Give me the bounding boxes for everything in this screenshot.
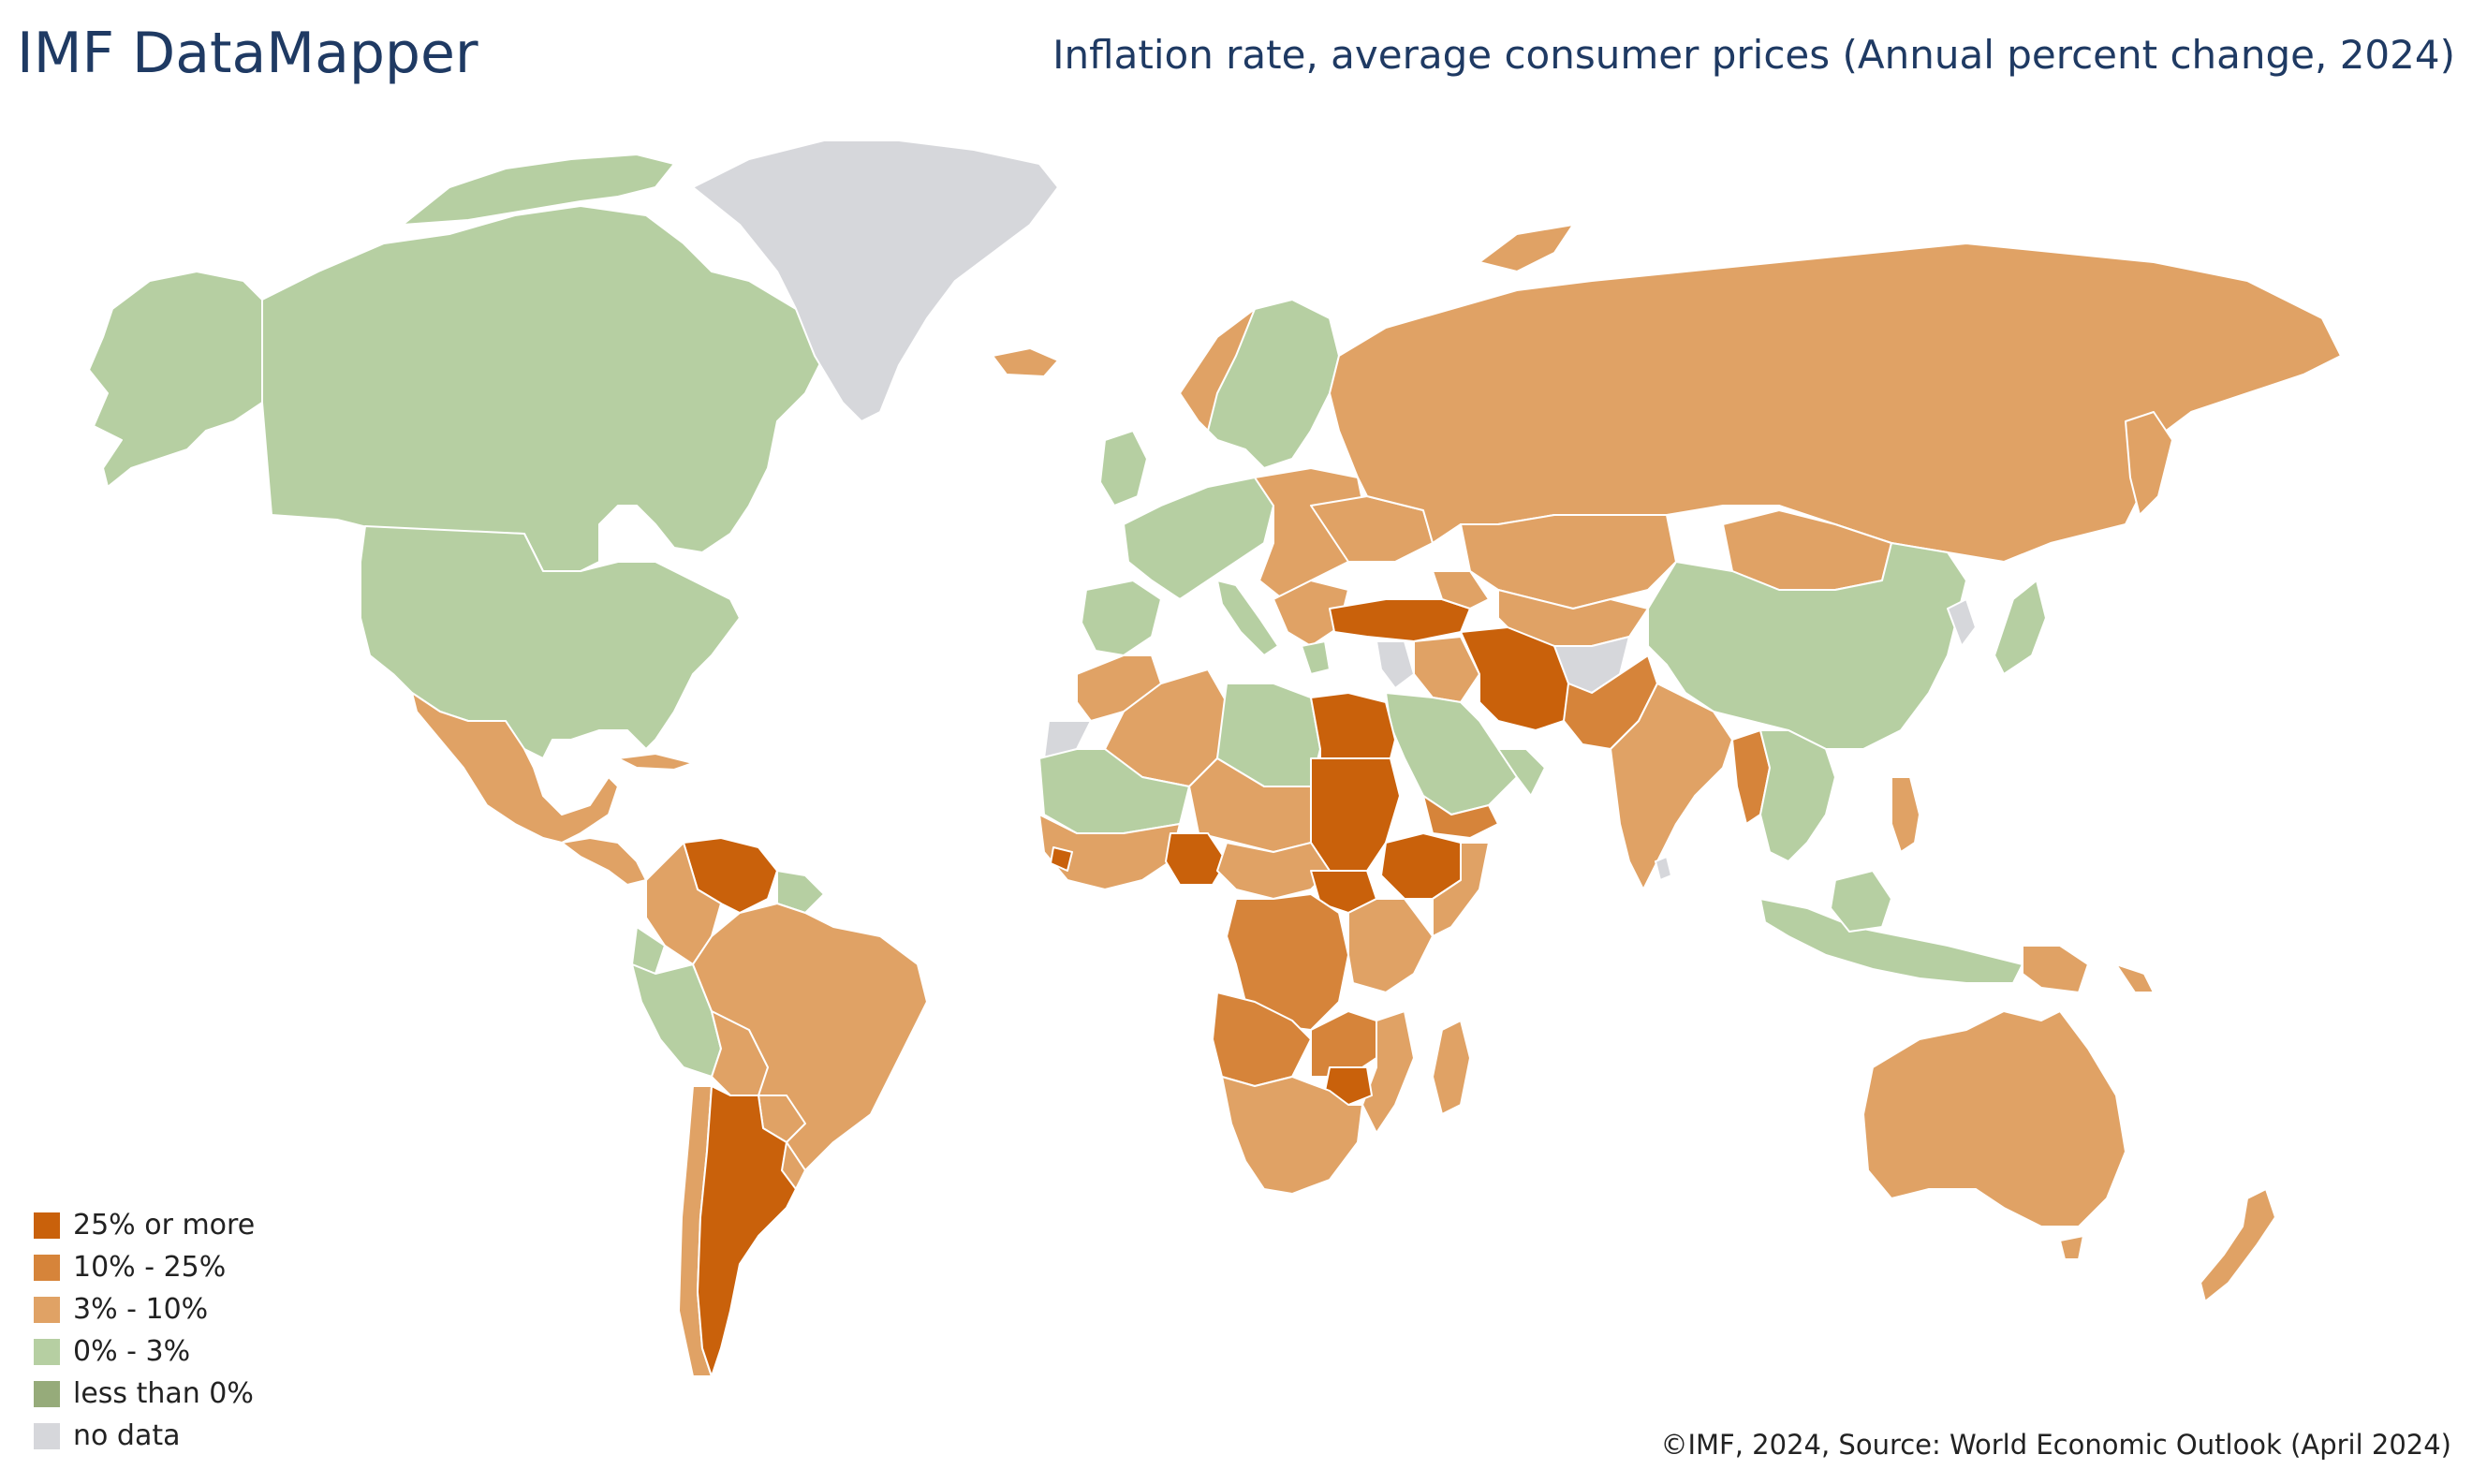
legend-swatch bbox=[34, 1338, 60, 1365]
legend-item[interactable]: 3% - 10% bbox=[34, 1288, 255, 1330]
region-kazakhstan[interactable] bbox=[1460, 514, 1677, 610]
region-canada[interactable] bbox=[261, 205, 825, 572]
region-novaya-zemlya[interactable] bbox=[1479, 224, 1574, 272]
legend-item[interactable]: less than 0% bbox=[34, 1373, 255, 1415]
region-egypt[interactable] bbox=[1310, 692, 1396, 759]
legend-item[interactable]: no data bbox=[34, 1415, 255, 1457]
legend-item[interactable]: 25% or more bbox=[34, 1204, 255, 1246]
region-greece[interactable] bbox=[1301, 640, 1331, 675]
region-uruguay[interactable] bbox=[781, 1141, 806, 1190]
region-italy[interactable] bbox=[1216, 580, 1279, 656]
region-central-africa[interactable] bbox=[1216, 842, 1331, 900]
region-uk[interactable] bbox=[1099, 430, 1148, 507]
region-western-europe[interactable] bbox=[1123, 477, 1274, 600]
region-iceland[interactable] bbox=[992, 347, 1059, 377]
region-korea[interactable] bbox=[1947, 598, 1977, 647]
region-saudi-arabia[interactable] bbox=[1385, 692, 1518, 815]
region-sahel-west[interactable] bbox=[1038, 748, 1190, 834]
region-alaska[interactable] bbox=[88, 271, 263, 488]
legend-item[interactable]: 0% - 3% bbox=[34, 1330, 255, 1373]
region-mexico[interactable] bbox=[411, 692, 619, 844]
region-central-america[interactable] bbox=[561, 837, 647, 886]
legend-swatch bbox=[34, 1212, 60, 1239]
region-tasmania[interactable] bbox=[2059, 1235, 2084, 1260]
region-pacific-islands[interactable] bbox=[2115, 963, 2155, 993]
region-sri-lanka[interactable] bbox=[1655, 856, 1672, 881]
region-nigeria[interactable] bbox=[1165, 832, 1228, 886]
region-sierra-leone[interactable] bbox=[1050, 846, 1073, 872]
legend-swatch bbox=[34, 1296, 60, 1323]
region-canada-islands[interactable] bbox=[402, 154, 675, 226]
source-credit: ©IMF, 2024, Source: World Economic Outlo… bbox=[1660, 1429, 2451, 1461]
region-turkey[interactable] bbox=[1329, 598, 1471, 642]
region-iberia[interactable] bbox=[1081, 580, 1162, 656]
region-iran[interactable] bbox=[1460, 626, 1574, 731]
region-norway[interactable] bbox=[1179, 308, 1256, 432]
region-australia[interactable] bbox=[1862, 1010, 2126, 1227]
region-southeast-asia[interactable] bbox=[1759, 729, 1836, 862]
region-levant[interactable] bbox=[1376, 640, 1415, 689]
region-kamchatka[interactable] bbox=[2125, 411, 2173, 516]
region-new-zealand[interactable] bbox=[2200, 1188, 2276, 1302]
legend-label: no data bbox=[73, 1419, 181, 1452]
region-mozambique[interactable] bbox=[1361, 1010, 1415, 1134]
region-drc[interactable] bbox=[1226, 893, 1349, 1031]
region-japan[interactable] bbox=[1994, 580, 2047, 675]
region-philippines[interactable] bbox=[1891, 776, 1920, 853]
legend-label: 25% or more bbox=[73, 1209, 256, 1242]
legend-swatch bbox=[34, 1380, 60, 1407]
region-southern-africa[interactable] bbox=[1221, 1076, 1363, 1195]
region-guyanas[interactable] bbox=[776, 870, 825, 914]
region-cuba[interactable] bbox=[617, 753, 694, 771]
legend-swatch bbox=[34, 1422, 60, 1449]
region-china[interactable] bbox=[1647, 542, 1967, 750]
region-borneo[interactable] bbox=[1830, 870, 1892, 933]
legend-label: 0% - 3% bbox=[73, 1335, 191, 1368]
legend-label: less than 0% bbox=[73, 1377, 254, 1410]
region-yemen[interactable] bbox=[1422, 795, 1499, 839]
legend-item[interactable]: 10% - 25% bbox=[34, 1246, 255, 1288]
region-greenland bbox=[692, 140, 1059, 422]
region-russia[interactable] bbox=[1329, 242, 2342, 563]
brand-logo-text: IMF DataMapper bbox=[17, 21, 478, 86]
region-usa[interactable] bbox=[360, 525, 741, 759]
legend-label: 10% - 25% bbox=[73, 1251, 227, 1284]
region-gulf[interactable] bbox=[1497, 748, 1546, 797]
region-india[interactable] bbox=[1610, 683, 1733, 890]
region-argentina[interactable] bbox=[697, 1085, 806, 1377]
region-somalia[interactable] bbox=[1432, 842, 1490, 937]
legend-label: 3% - 10% bbox=[73, 1293, 209, 1326]
legend-swatch bbox=[34, 1254, 60, 1281]
map-title: Inflation rate, average consumer prices … bbox=[1052, 32, 2455, 78]
region-madagascar[interactable] bbox=[1432, 1020, 1471, 1115]
region-indonesia[interactable] bbox=[1759, 898, 2023, 984]
region-caucasus[interactable] bbox=[1432, 570, 1490, 610]
region-papua-new-guinea[interactable] bbox=[2022, 945, 2089, 993]
map-legend: 25% or more 10% - 25% 3% - 10% 0% - 3% l… bbox=[34, 1204, 255, 1457]
region-east-africa[interactable] bbox=[1347, 898, 1434, 993]
